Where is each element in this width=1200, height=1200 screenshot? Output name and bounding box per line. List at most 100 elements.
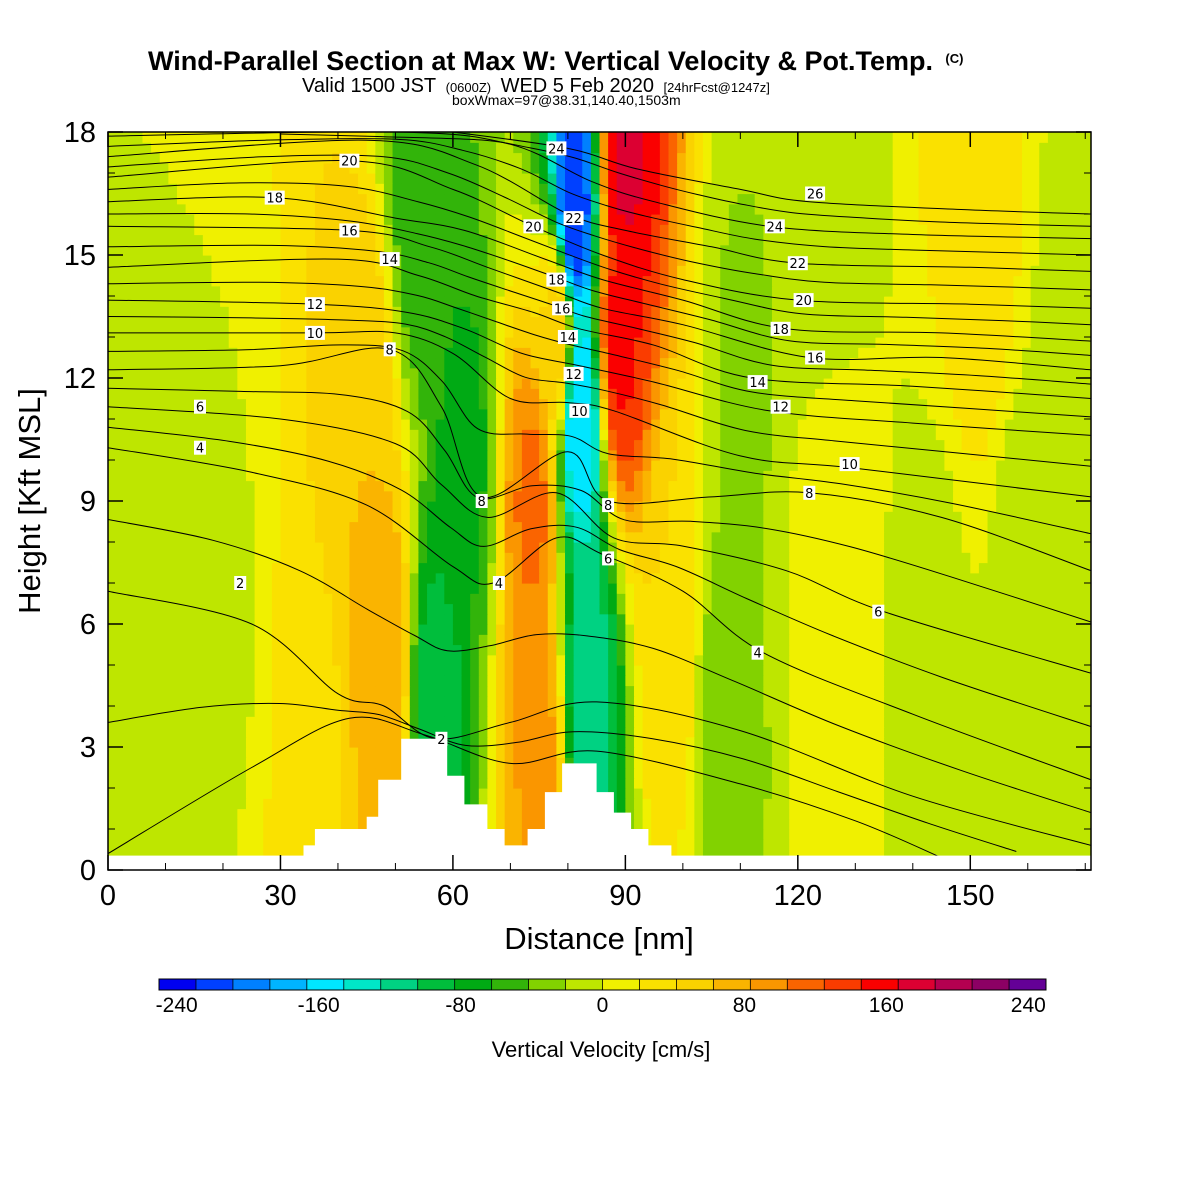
velocity-cell [901,521,911,533]
velocity-cell [358,685,368,697]
velocity-cell [358,726,368,738]
velocity-cell [797,695,808,707]
velocity-cell [435,613,445,625]
velocity-cell [409,665,420,676]
velocity-cell [487,634,497,646]
velocity-cell [504,613,514,625]
velocity-cell [220,654,230,666]
velocity-cell [314,562,325,574]
velocity-cell [918,449,928,461]
velocity-cell [875,675,885,687]
velocity-cell [1056,490,1066,502]
velocity-cell [728,706,739,717]
velocity-cell [944,562,954,574]
velocity-cell [1065,829,1075,840]
velocity-cell [323,634,333,646]
velocity-cell [642,665,652,676]
velocity-cell [659,429,670,441]
velocity-cell [332,726,342,738]
velocity-cell [1030,675,1040,687]
velocity-cell [271,480,282,492]
velocity-cell [668,839,678,851]
velocity-cell [444,675,454,687]
velocity-cell [849,695,859,707]
velocity-cell [970,460,980,471]
velocity-cell [728,726,739,738]
velocity-cell [452,716,463,728]
velocity-cell [254,726,264,738]
velocity-cell [720,470,730,482]
velocity-cell [1030,480,1040,492]
velocity-cell [797,829,808,840]
velocity-cell [780,572,790,584]
velocity-cell [927,839,937,851]
velocity-cell [202,603,213,615]
velocity-cell [711,613,721,625]
velocity-cell [168,634,178,646]
velocity-cell [858,685,868,697]
velocity-cell [892,767,902,779]
velocity-cell [142,634,152,646]
velocity-cell [349,665,359,676]
velocity-cell [211,613,221,625]
velocity-cell [737,449,747,461]
velocity-cell [840,654,851,666]
velocity-cell [711,470,721,482]
velocity-cell [582,706,592,717]
velocity-cell [220,675,230,687]
velocity-cell [211,531,221,543]
velocity-cell [840,767,851,779]
velocity-cell [927,593,937,605]
velocity-cell [306,562,316,574]
velocity-cell [306,654,316,666]
velocity-cell [590,634,601,646]
velocity-cell [901,511,911,523]
velocity-cell [996,706,1006,717]
velocity-cell [935,429,946,441]
velocity-cell [478,572,488,584]
velocity-cell [375,419,385,430]
velocity-cell [763,788,773,799]
velocity-cell [151,849,161,861]
velocity-cell [556,552,566,564]
velocity-cell [832,654,842,666]
velocity-cell [504,695,514,707]
velocity-cell [228,480,238,492]
velocity-cell [832,419,842,430]
velocity-cell [625,767,635,779]
velocity-cell [504,706,514,717]
velocity-cell [599,777,609,789]
velocity-cell [840,542,851,553]
velocity-cell [401,654,411,666]
velocity-cell [763,695,773,707]
velocity-cell [409,552,420,564]
velocity-cell [901,470,911,482]
velocity-cell [487,460,497,471]
velocity-cell [875,624,885,635]
velocity-cell [909,706,920,717]
velocity-cell [237,716,247,728]
velocity-cell [228,726,238,738]
velocity-cell [625,675,635,687]
velocity-cell [840,613,851,625]
velocity-cell [254,613,264,625]
velocity-cell [521,706,532,717]
velocity-cell [297,613,307,625]
velocity-cell [133,521,144,533]
velocity-cell [961,665,971,676]
velocity-cell [711,777,721,789]
velocity-cell [513,460,523,471]
velocity-cell [504,572,514,584]
velocity-cell [125,419,135,430]
velocity-cell [789,624,799,635]
velocity-cell [108,767,118,779]
velocity-cell [677,777,687,789]
velocity-cell [633,603,644,615]
velocity-cell [582,572,592,584]
velocity-cell [125,552,135,564]
velocity-cell [271,736,282,748]
velocity-cell [513,531,523,543]
velocity-cell [961,818,971,830]
velocity-cell [1047,439,1058,451]
velocity-cell [151,665,161,676]
